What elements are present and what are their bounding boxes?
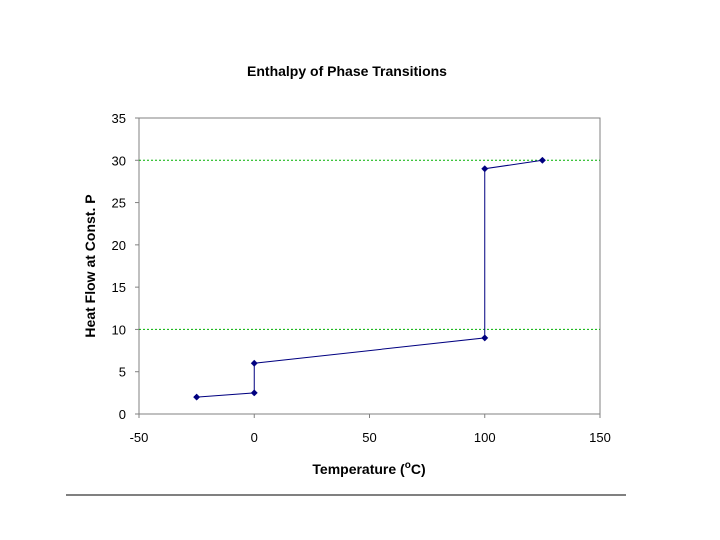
y-tick-label: 10 (112, 322, 126, 337)
data-point (193, 393, 201, 401)
y-tick-label: 0 (119, 407, 126, 422)
x-tick-label: 100 (474, 430, 496, 445)
series-points (193, 156, 546, 401)
y-tick-label: 25 (112, 196, 126, 211)
data-point (538, 156, 546, 164)
x-axis-label-superscript: o (405, 460, 411, 471)
x-tick-label: 0 (251, 430, 258, 445)
data-point (481, 334, 489, 342)
y-tick-label: 30 (112, 153, 126, 168)
x-tick-label: -50 (130, 430, 149, 445)
y-tick-label: 20 (112, 238, 126, 253)
y-tick-label: 5 (119, 365, 126, 380)
y-tick-label: 35 (112, 111, 126, 126)
y-axis-label: Heat Flow at Const. P (82, 194, 98, 337)
y-axis-ticks: 0 5 10 15 20 25 30 35 (112, 111, 139, 422)
x-axis-ticks: -50 0 50 100 150 (130, 414, 611, 445)
reference-lines (139, 159, 600, 330)
x-axis-label: Temperature (oC) (312, 460, 425, 477)
series-lines (196, 159, 543, 398)
data-point (250, 389, 258, 397)
chart-title: Enthalpy of Phase Transitions (247, 63, 447, 79)
series-line (196, 159, 543, 398)
y-tick-label: 15 (112, 280, 126, 295)
x-tick-label: 50 (362, 430, 376, 445)
data-point (250, 359, 258, 367)
x-tick-label: 150 (589, 430, 611, 445)
data-point (481, 165, 489, 173)
